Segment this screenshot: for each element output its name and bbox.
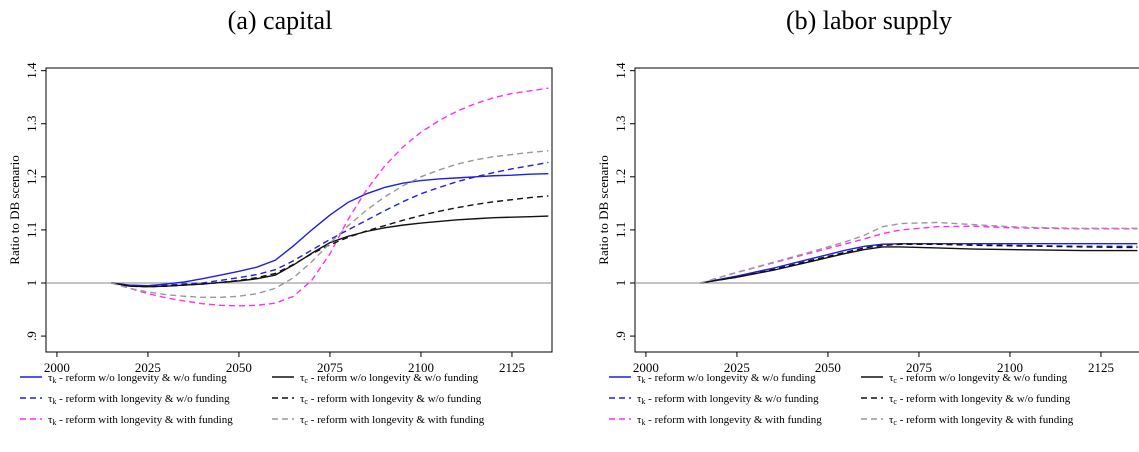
series-line-tau-c-reform-w-o-longevity-w-o-funding	[111, 215, 549, 288]
legend-label: τk - reform with longevity & w/o funding	[637, 393, 819, 406]
legend-label: τc - reform with longevity & with fundin…	[300, 414, 485, 427]
x-tick-label: 2125	[499, 360, 525, 375]
y-tick-label: 1.2	[613, 169, 628, 185]
y-tick-label: 1.3	[24, 116, 39, 132]
y-tick-label: .9	[613, 331, 628, 341]
legend-label: τk - reform with longevity & with fundin…	[637, 414, 822, 427]
series-line-tau-k-reform-with-longevity-with-funding	[700, 225, 1138, 284]
legend-item: τc - reform with longevity & w/o funding	[272, 393, 482, 406]
x-tick-label: 2025	[135, 360, 161, 375]
x-tick-label: 2075	[317, 360, 343, 375]
series-line-tau-c-reform-with-longevity-w-o-funding	[111, 195, 549, 288]
chart-labor-supply: .9 1 1.1 1.2 1.3 1.4 Ratio to DB scenario 2000 2…	[596, 62, 1139, 427]
legend-label: τk - reform with longevity & with fundin…	[48, 414, 233, 427]
y-axis-label: Ratio to DB scenario	[596, 155, 611, 264]
legend-label: τc - reform with longevity & w/o funding	[889, 393, 1071, 406]
legend-item: τk - reform w/o longevity & w/o funding	[20, 372, 227, 385]
legend-label: τk - reform w/o longevity & w/o funding	[637, 372, 816, 385]
x-tick-label: 2025	[724, 360, 750, 375]
legend-item: τc - reform w/o longevity & w/o funding	[861, 372, 1068, 385]
x-tick-label: 2050	[815, 360, 841, 375]
x-tick-label: 2000	[633, 360, 659, 375]
chart-title: (b) labor supply	[785, 6, 953, 35]
legend-label: τk - reform w/o longevity & w/o funding	[48, 372, 227, 385]
legend-item: τc - reform with longevity & with fundin…	[272, 414, 485, 427]
y-tick-label: 1.1	[24, 222, 39, 238]
legend-label: τc - reform with longevity & with fundin…	[889, 414, 1074, 427]
x-tick-label: 2100	[997, 360, 1023, 375]
x-tick-label: 2000	[44, 360, 70, 375]
series-line-tau-k-reform-with-longevity-w-o-funding	[111, 161, 549, 287]
legend-item: τk - reform with longevity & with fundin…	[609, 414, 822, 427]
y-tick-label: 1	[24, 280, 39, 287]
y-tick-label: 1.2	[24, 169, 39, 185]
series-line-tau-c-reform-with-longevity-with-funding	[700, 221, 1138, 284]
legend-item: τk - reform with longevity & w/o funding	[609, 393, 819, 406]
x-tick-label: 2075	[906, 360, 932, 375]
legend-label: τk - reform with longevity & w/o funding	[48, 393, 230, 406]
y-tick-label: 1.1	[613, 222, 628, 238]
plot-area	[634, 67, 1139, 353]
legend-item: τc - reform with longevity & with fundin…	[861, 414, 1074, 427]
chart-title: (a) capital	[227, 6, 333, 35]
chart-panel-capital: (a) capital .9 1 1.1 1.2 1.3 1.4 Ratio to DB s…	[0, 0, 560, 452]
series-line-tau-c-reform-w-o-longevity-w-o-funding	[700, 246, 1138, 284]
legend-item: τc - reform w/o longevity & w/o funding	[272, 372, 479, 385]
series-line-tau-c-reform-with-longevity-with-funding	[111, 150, 549, 299]
x-tick-label: 2050	[226, 360, 252, 375]
legend-item: τk - reform with longevity & w/o funding	[20, 393, 230, 406]
chart-panel-labor-supply: (b) labor supply .9 1 1.1 1.2 1.3 1.4 Ratio to…	[589, 0, 1139, 452]
legend-label: τc - reform w/o longevity & w/o funding	[889, 372, 1068, 385]
chart-capital: .9 1 1.1 1.2 1.3 1.4 Ratio to DB scenario 2000 2…	[7, 62, 553, 427]
legend-label: τc - reform with longevity & w/o funding	[300, 393, 482, 406]
series-line-tau-k-reform-w-o-longevity-w-o-funding	[111, 172, 549, 287]
legend-item: τk - reform with longevity & with fundin…	[20, 414, 233, 427]
legend-item: τc - reform with longevity & w/o funding	[861, 393, 1071, 406]
series-line-tau-c-reform-with-longevity-w-o-funding	[700, 243, 1138, 284]
y-tick-label: 1.4	[613, 62, 628, 79]
y-axis-label: Ratio to DB scenario	[7, 155, 22, 264]
y-tick-label: 1.3	[613, 116, 628, 132]
x-tick-label: 2125	[1088, 360, 1114, 375]
series-line-tau-k-reform-with-longevity-with-funding	[111, 87, 549, 307]
legend-label: τc - reform w/o longevity & w/o funding	[300, 372, 479, 385]
y-tick-label: .9	[24, 331, 39, 341]
series-line-tau-k-reform-w-o-longevity-w-o-funding	[700, 243, 1138, 284]
plot-area	[45, 67, 553, 353]
legend-item: τk - reform w/o longevity & w/o funding	[609, 372, 816, 385]
y-tick-label: 1.4	[24, 62, 39, 79]
y-tick-label: 1	[613, 280, 628, 287]
x-tick-label: 2100	[408, 360, 434, 375]
